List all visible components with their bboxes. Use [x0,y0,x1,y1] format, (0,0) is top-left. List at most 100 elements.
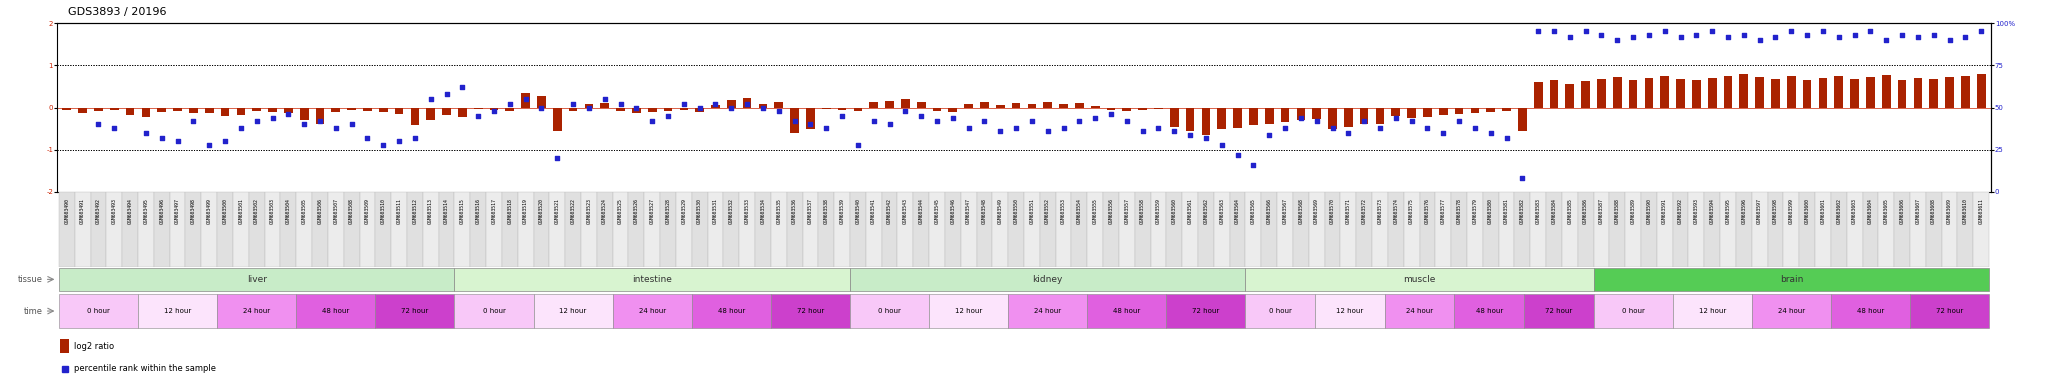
Text: GSM603560: GSM603560 [1171,198,1178,224]
Bar [977,192,993,267]
Text: GSM603588: GSM603588 [1614,198,1620,224]
Text: GSM603563: GSM603563 [1219,198,1225,224]
Bar [442,108,451,115]
Bar [422,192,438,267]
Bar [739,192,756,267]
Bar [1042,103,1053,108]
Point [1331,130,1364,136]
Bar [1513,192,1530,267]
Point [557,101,590,107]
Point [1870,37,1903,43]
Text: GSM603519: GSM603519 [522,198,528,224]
Bar [1692,80,1700,108]
Bar [137,294,217,328]
Point [1933,37,1966,43]
Bar [1614,77,1622,108]
Point [1411,125,1444,131]
Text: GSM603569: GSM603569 [1315,198,1319,224]
Point [1554,33,1587,40]
Bar [1831,294,1911,328]
Bar [1296,108,1305,120]
Bar [158,108,166,112]
Bar [154,192,170,267]
Text: GSM603600: GSM603600 [1804,198,1810,224]
Text: GSM603499: GSM603499 [207,198,211,224]
Point [1206,142,1239,148]
Bar [1040,192,1055,267]
Bar [1788,76,1796,108]
Bar [1739,74,1749,108]
Point [1317,125,1350,131]
Bar [629,192,645,267]
Bar [1329,108,1337,129]
Text: GSM603529: GSM603529 [682,198,686,224]
Text: time: time [25,306,43,316]
Text: GSM603496: GSM603496 [160,198,164,224]
Text: GSM603509: GSM603509 [365,198,371,224]
Point [1726,32,1759,38]
Bar [74,192,90,267]
Text: 48 hour: 48 hour [1114,308,1141,314]
Text: 24 hour: 24 hour [1034,308,1061,314]
Text: GSM603559: GSM603559 [1155,198,1161,224]
Bar [297,294,375,328]
Text: GSM603546: GSM603546 [950,198,954,224]
Bar [711,105,719,108]
Bar [1501,108,1511,111]
Text: 48 hour: 48 hour [1858,308,1884,314]
Point [430,91,463,97]
Bar [1835,76,1843,108]
Bar [1724,76,1733,108]
Bar [1325,192,1341,267]
Bar [965,104,973,108]
Point [129,130,162,136]
Bar [473,108,483,109]
Text: GSM603498: GSM603498 [190,198,197,224]
Bar [297,192,311,267]
Point [936,114,969,121]
Bar [1012,103,1020,108]
Point [1174,131,1206,137]
Text: GSM603491: GSM603491 [80,198,86,224]
Bar [743,98,752,108]
Bar [1913,78,1923,108]
Point [1063,118,1096,124]
Bar [1262,192,1278,267]
Point [1348,118,1380,124]
Bar [1182,192,1198,267]
Bar [489,108,498,110]
Point [889,108,922,114]
Text: GSM603538: GSM603538 [823,198,829,224]
Text: GSM603502: GSM603502 [254,198,260,224]
Text: GSM603533: GSM603533 [745,198,750,224]
Point [1964,28,1997,35]
Bar [391,192,408,267]
Bar [850,192,866,267]
Bar [723,192,739,267]
Bar [647,108,657,112]
Point [1395,118,1427,124]
Bar [1976,74,1985,108]
Point [98,125,131,131]
Text: GSM603602: GSM603602 [1837,198,1841,224]
Point [162,138,195,144]
Point [1475,130,1507,136]
Point [621,104,653,111]
Point [1839,32,1872,38]
Bar [1942,192,1958,267]
Text: GSM603510: GSM603510 [381,198,385,224]
Bar [1862,192,1878,267]
Bar [680,108,688,110]
Bar [850,268,1245,291]
Bar [1755,77,1763,108]
Bar [1784,192,1800,267]
Bar [1751,294,1831,328]
Bar [174,108,182,111]
Bar [1059,104,1067,108]
Point [1442,118,1475,124]
Point [1253,131,1286,137]
Bar [205,108,213,113]
Point [1585,32,1618,38]
Bar [692,294,770,328]
Bar [1708,78,1716,108]
